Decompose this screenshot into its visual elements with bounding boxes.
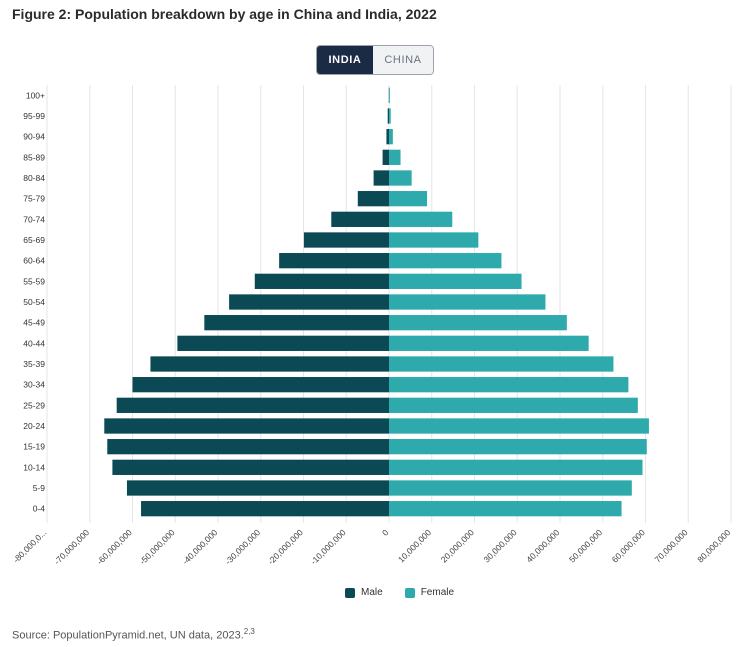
male-bar xyxy=(126,480,389,496)
legend-item-female[interactable]: Female xyxy=(404,587,455,598)
female-bar xyxy=(389,191,428,207)
male-bar xyxy=(177,335,389,351)
male-bar xyxy=(141,501,389,517)
y-tick-label: 45-49 xyxy=(23,318,45,328)
y-tick-label: 90-94 xyxy=(23,132,45,142)
male-bar xyxy=(386,129,389,145)
legend-swatch-female xyxy=(404,587,415,598)
figure-title: Figure 2: Population breakdown by age in… xyxy=(12,6,437,22)
x-tick-label: -10,000,000 xyxy=(309,527,348,566)
male-bar xyxy=(204,315,389,331)
x-tick-label: -20,000,000 xyxy=(266,527,305,566)
population-pyramid-chart: -80,000,0... -70,000,000 -60,000,000 -50,00… xyxy=(11,85,733,566)
toggle-india-button[interactable]: INDIA xyxy=(317,46,373,74)
female-bar xyxy=(389,170,412,186)
y-tick-label: 50-54 xyxy=(23,297,45,307)
x-tick-label: 10,000,000 xyxy=(396,527,433,564)
country-toggle[interactable]: INDIA CHINA xyxy=(316,45,434,75)
x-tick-label: 20,000,000 xyxy=(439,527,476,564)
x-tick-label: -80,000,0... xyxy=(11,527,48,564)
y-tick-label: 25-29 xyxy=(23,400,45,410)
female-bar xyxy=(389,418,649,434)
legend-item-male[interactable]: Male xyxy=(345,587,383,598)
source-note: Source: PopulationPyramid.net, UN data, … xyxy=(12,627,255,642)
y-tick-label: 5-9 xyxy=(33,483,46,493)
male-bar xyxy=(279,253,389,269)
x-tick-label: 70,000,000 xyxy=(653,527,690,564)
y-tick-label: 80-84 xyxy=(23,173,45,183)
male-bar xyxy=(303,232,389,248)
female-bar xyxy=(389,129,393,145)
y-tick-label: 65-69 xyxy=(23,235,45,245)
female-bar xyxy=(389,108,391,124)
male-bar xyxy=(387,108,389,124)
y-tick-label: 10-14 xyxy=(23,462,45,472)
toggle-china-button[interactable]: CHINA xyxy=(373,46,433,74)
male-bar xyxy=(104,418,389,434)
legend-label-female: Female xyxy=(420,587,455,598)
y-tick-label: 70-74 xyxy=(23,214,45,224)
female-bar xyxy=(389,459,643,475)
male-bar xyxy=(229,294,389,310)
y-tick-label: 85-89 xyxy=(23,152,45,162)
x-tick-label: 80,000,000 xyxy=(695,527,732,564)
male-bar xyxy=(116,397,390,413)
female-bar xyxy=(389,294,546,310)
female-bar xyxy=(389,480,632,496)
female-bar xyxy=(389,273,522,289)
y-tick-label: 20-24 xyxy=(23,421,45,431)
female-bar xyxy=(389,377,629,393)
x-tick-label: -30,000,000 xyxy=(223,527,262,566)
female-bar xyxy=(389,501,622,517)
male-bar xyxy=(254,273,389,289)
female-bar xyxy=(389,253,502,269)
male-bar xyxy=(373,170,389,186)
y-tick-label: 35-39 xyxy=(23,359,45,369)
female-bar xyxy=(389,149,401,165)
male-bar xyxy=(107,439,389,455)
male-bar xyxy=(112,459,389,475)
female-bar xyxy=(389,397,638,413)
x-tick-label: 50,000,000 xyxy=(567,527,604,564)
x-tick-label: -70,000,000 xyxy=(52,527,91,566)
x-tick-label: -60,000,000 xyxy=(95,527,134,566)
x-tick-label: -50,000,000 xyxy=(138,527,177,566)
x-tick-label: -40,000,000 xyxy=(180,527,219,566)
female-bar xyxy=(389,315,567,331)
male-bar xyxy=(331,211,389,227)
male-bar xyxy=(150,356,389,372)
y-tick-label: 40-44 xyxy=(23,338,45,348)
y-tick-label: 30-34 xyxy=(23,380,45,390)
x-tick-label: 30,000,000 xyxy=(482,527,519,564)
female-bar xyxy=(389,439,647,455)
y-tick-label: 95-99 xyxy=(23,111,45,121)
source-superscript: 2,3 xyxy=(243,627,255,636)
x-tick-label: 0 xyxy=(380,527,391,538)
x-tick-label: 60,000,000 xyxy=(610,527,647,564)
female-bar xyxy=(389,335,589,351)
y-tick-label: 60-64 xyxy=(23,256,45,266)
y-tick-label: 75-79 xyxy=(23,194,45,204)
legend-swatch-male xyxy=(345,587,355,598)
male-bar xyxy=(382,149,389,165)
chart-legend: Male Female xyxy=(345,587,454,598)
y-tick-label: 0-4 xyxy=(33,504,46,514)
source-text: Source: PopulationPyramid.net, UN data, … xyxy=(12,629,244,642)
x-tick-label: 40,000,000 xyxy=(524,527,561,564)
y-tick-label: 15-19 xyxy=(23,442,45,452)
female-bar xyxy=(389,211,453,227)
male-bar xyxy=(357,191,389,207)
y-tick-label: 55-59 xyxy=(23,276,45,286)
y-tick-label: 100+ xyxy=(26,90,45,100)
male-bar xyxy=(132,377,389,393)
female-bar xyxy=(389,356,614,372)
legend-label-male: Male xyxy=(361,587,383,598)
female-bar xyxy=(389,232,479,248)
female-bar xyxy=(389,87,390,103)
